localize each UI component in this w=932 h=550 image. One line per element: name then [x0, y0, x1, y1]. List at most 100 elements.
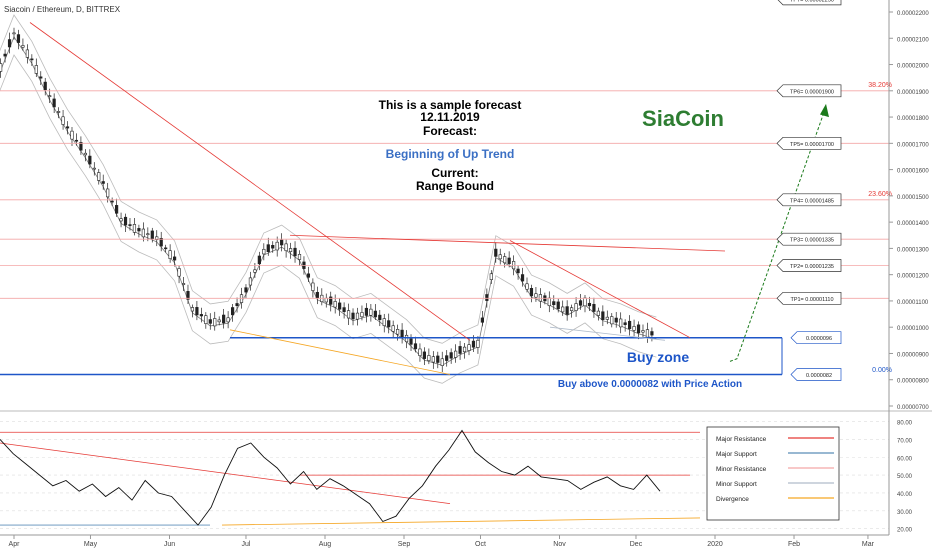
candle-body	[578, 300, 583, 306]
candle-body	[614, 317, 618, 323]
candle-body	[494, 248, 498, 257]
price-tick-label: 0.00001300	[897, 247, 929, 253]
candle-body	[574, 303, 578, 311]
target-callout-label: TP3= 0.00001335	[790, 238, 834, 244]
candle-body	[168, 250, 172, 259]
oscillator-axis: 80.00 70.00 60.00 50.00 40.00 30.00 20.00	[897, 421, 913, 534]
candle-body	[462, 346, 467, 353]
oscillator-tick-label: 70.00	[897, 438, 913, 444]
candle-body	[177, 268, 181, 277]
time-axis[interactable]: Apr May Jun Jul Aug Sep Oct Nov Dec 2020 Feb Mar	[9, 535, 875, 548]
candle-body	[208, 319, 212, 324]
candle-body	[525, 283, 529, 290]
candle-body	[262, 248, 266, 255]
price-tick-label: 0.00001500	[897, 195, 929, 201]
candle-body	[333, 301, 337, 308]
candle-body	[204, 315, 208, 324]
oscillator-tick-label: 80.00	[897, 421, 913, 427]
candle-body	[195, 307, 199, 316]
forecast-date: 12.11.2019	[420, 110, 480, 124]
candle-body	[34, 65, 38, 74]
candle-body	[213, 318, 217, 327]
price-pane	[0, 0, 889, 409]
candle-body	[561, 306, 565, 313]
buy-note: Buy above 0.0000082 with Price Action	[558, 379, 742, 390]
candle-body	[507, 257, 511, 264]
candle-body	[650, 331, 654, 336]
candle-body	[623, 322, 627, 325]
candle-body	[369, 308, 373, 316]
major-downtrend-line	[29, 22, 471, 341]
candle-body	[324, 297, 328, 303]
candle-body	[88, 155, 92, 165]
candle-body	[610, 316, 614, 325]
legend-item-label: Major Support	[716, 451, 757, 458]
candle-body	[83, 152, 87, 156]
legend-item-label: Minor Resistance	[716, 466, 767, 473]
candle-body	[190, 307, 195, 312]
chart-header-symbol: Siacoin / Ethereum, D, BITTREX	[4, 5, 121, 14]
candle-body	[552, 301, 556, 306]
candle-body	[387, 320, 391, 328]
candle-body	[199, 314, 203, 317]
price-tick-label: 0.00002000	[897, 64, 929, 70]
candle-body	[467, 344, 471, 351]
time-tick-label: Apr	[9, 541, 21, 548]
candle-body	[226, 317, 230, 323]
time-tick-label: Feb	[788, 541, 800, 548]
price-tick-label: 0.00000700	[897, 405, 929, 411]
candle-body	[3, 53, 7, 57]
candle-body	[164, 247, 168, 250]
time-tick-label: Jul	[241, 541, 250, 548]
candle-body	[92, 167, 96, 170]
current-label: Current:	[431, 166, 478, 180]
candle-body	[181, 283, 186, 285]
candle-body	[39, 76, 43, 79]
candle-body	[338, 302, 342, 310]
price-tick-label: 0.00001400	[897, 221, 929, 227]
time-tick-label: Nov	[553, 541, 566, 548]
candle-body	[601, 311, 605, 320]
price-tick-label: 0.00001100	[897, 300, 929, 306]
candle-body	[632, 326, 636, 331]
candle-body	[587, 302, 592, 307]
oscillator-tick-label: 50.00	[897, 474, 913, 480]
candle-body	[449, 352, 453, 359]
legend-item-label: Minor Support	[716, 481, 757, 488]
candle-body	[311, 282, 315, 291]
candle-body	[351, 312, 355, 320]
current-value: Range Bound	[416, 179, 494, 193]
candle-body	[480, 317, 484, 323]
candle-body	[364, 307, 369, 316]
price-tick-label: 0.00001700	[897, 142, 929, 148]
target-callout-box	[776, 232, 842, 246]
candle-body	[110, 200, 114, 203]
target-callout-box	[776, 84, 842, 98]
candle-body	[400, 329, 404, 338]
target-callout-box	[790, 368, 842, 381]
candle-body	[520, 274, 525, 282]
candle-body	[257, 255, 261, 265]
candle-body	[65, 126, 70, 129]
oscillator-line	[0, 429, 661, 526]
candle-body	[645, 329, 650, 338]
candle-body	[427, 355, 431, 361]
candle-body	[498, 254, 502, 260]
price-axis[interactable]: 0.00002200 0.00002100 0.00002000 0.00001900…	[889, 11, 929, 411]
target-callout-label: TP6= 0.00001900	[790, 89, 834, 95]
target-callout-box	[776, 291, 842, 305]
candle-body	[288, 248, 293, 252]
candle-body	[422, 351, 427, 359]
candle-body	[128, 224, 132, 226]
candle-body	[74, 139, 79, 142]
candle-body	[132, 224, 137, 233]
oscillator-tick-label: 60.00	[897, 456, 913, 462]
time-tick-label: May	[84, 541, 98, 548]
candle-body	[534, 293, 538, 298]
target-callout-label: 0.0000082	[806, 373, 832, 379]
trendlines	[29, 22, 829, 375]
candle-body	[115, 205, 119, 214]
candle-body	[70, 130, 74, 140]
major-resistance-line	[289, 234, 726, 252]
candle-body	[230, 307, 235, 316]
